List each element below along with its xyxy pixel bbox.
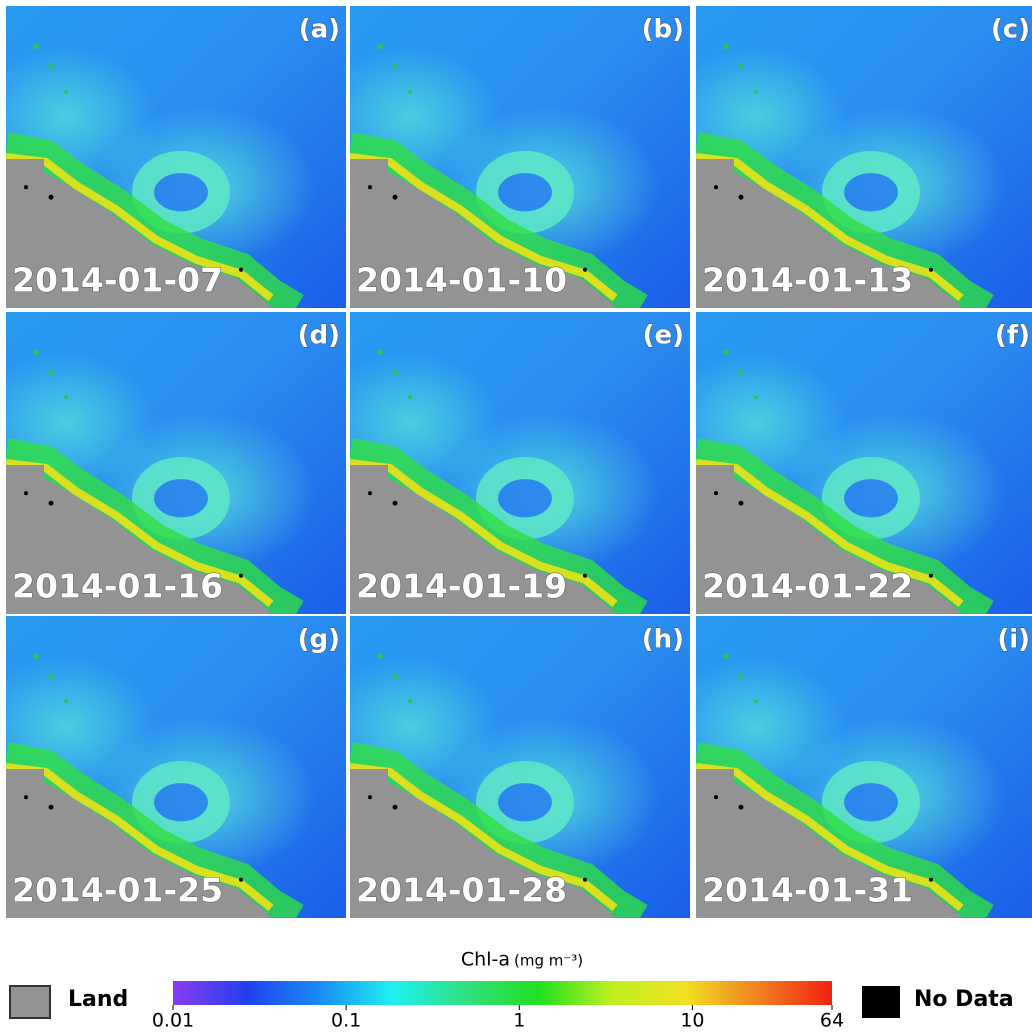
land-swatch xyxy=(9,985,51,1019)
panel-label: (d) xyxy=(298,321,340,351)
map-panel: (h) 2014-01-28 xyxy=(320,616,690,918)
panel-label: (a) xyxy=(299,15,340,45)
panel-label: (c) xyxy=(991,15,1030,45)
colorbar-unit: (mg m⁻³) xyxy=(514,952,583,970)
colorbar-title: Chl-a xyxy=(461,949,510,971)
no-data-swatch xyxy=(862,986,900,1018)
panel-grid: (a)2014-01-07(b)2014-01-10(c)2014-01-13(… xyxy=(0,6,1032,918)
panel-date: 2014-01-07 xyxy=(12,261,223,300)
land-label: Land xyxy=(68,987,128,1012)
map-panel: (e) 2014-01-19 xyxy=(320,312,690,614)
panel-label: (b) xyxy=(642,15,684,45)
panel-label: (f) xyxy=(995,321,1030,351)
colorbar xyxy=(173,981,832,1005)
colorbar-tick-label: 0.1 xyxy=(331,1010,361,1031)
panel-label: (i) xyxy=(997,625,1030,655)
colorbar-tick-label: 1 xyxy=(513,1010,525,1031)
map-panel: (a) 2014-01-07 xyxy=(0,6,346,308)
map-panel: (d) 2014-01-16 xyxy=(0,312,346,614)
panel-label: (h) xyxy=(642,625,684,655)
panel-date: 2014-01-16 xyxy=(12,567,223,606)
map-panel: (g) 2014-01-25 xyxy=(0,616,346,918)
panel-date: 2014-01-13 xyxy=(702,261,913,300)
map-panel: (i) 2014-01-31 xyxy=(666,616,1032,918)
panel-date: 2014-01-19 xyxy=(356,567,567,606)
map-panel: (c) 2014-01-13 xyxy=(666,6,1032,308)
panel-date: 2014-01-28 xyxy=(356,871,567,910)
panel-date: 2014-01-31 xyxy=(702,871,913,910)
panel-date: 2014-01-10 xyxy=(356,261,567,300)
colorbar-tick-label: 64 xyxy=(820,1010,844,1031)
panel-label: (e) xyxy=(643,321,684,351)
panel-label: (g) xyxy=(298,625,340,655)
colorbar-tick-label: 10 xyxy=(680,1010,704,1031)
colorbar-tick-label: 0.01 xyxy=(152,1010,194,1031)
map-panel: (b) 2014-01-10 xyxy=(320,6,690,308)
panel-date: 2014-01-25 xyxy=(12,871,223,910)
panel-date: 2014-01-22 xyxy=(702,567,913,606)
no-data-label: No Data xyxy=(914,987,1014,1012)
map-panel: (f) 2014-01-22 xyxy=(666,312,1032,614)
